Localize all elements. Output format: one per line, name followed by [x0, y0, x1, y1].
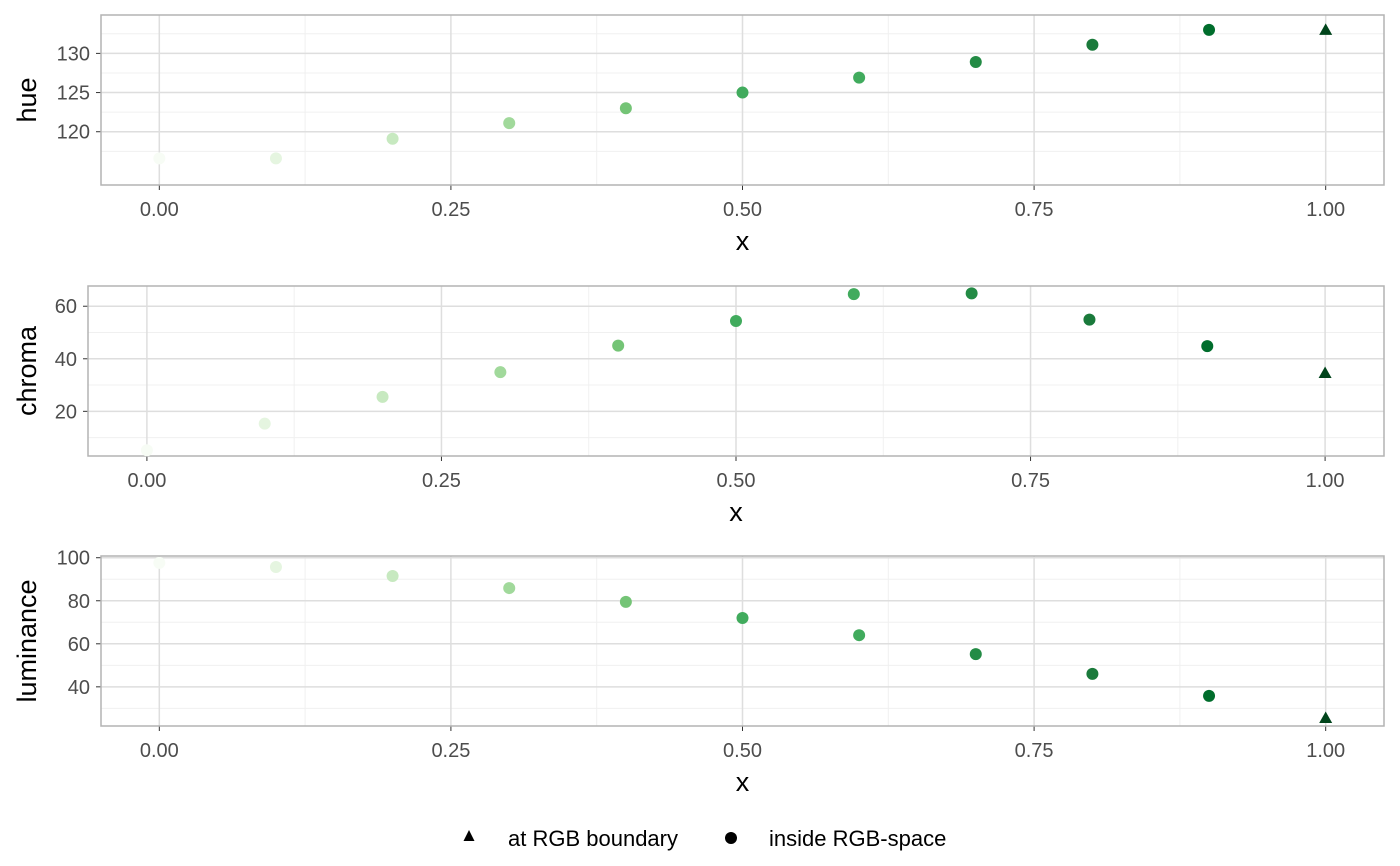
data-point — [1083, 313, 1096, 326]
legend-label-rgb-boundary: at RGB boundary — [508, 826, 678, 851]
x-tick-label: 0.25 — [431, 199, 470, 221]
panel-chroma: 0.00 0.25 0.50 0.75 1.00 20 40 60 x chroma — [12, 285, 1385, 527]
y-tick-label: 40 — [68, 677, 90, 699]
x-axis-title: x — [729, 497, 743, 527]
x-tick-label: 1.00 — [1306, 470, 1345, 492]
panel-border — [87, 285, 1385, 457]
data-point — [1086, 38, 1099, 51]
data-point — [258, 417, 271, 430]
panel-border — [100, 555, 1385, 727]
y-axis-title: luminance — [12, 579, 42, 702]
x-tick-label: 0.00 — [140, 199, 179, 221]
y-axis-title: hue — [12, 77, 42, 122]
y-tick-label: 60 — [55, 296, 77, 318]
x-tick-label: 0.75 — [1011, 470, 1050, 492]
x-axis-title: x — [736, 226, 750, 256]
y-tick-label: 80 — [68, 591, 90, 613]
y-tick-label: 120 — [57, 122, 90, 144]
x-tick-label: 1.00 — [1306, 199, 1345, 221]
data-point — [140, 444, 153, 457]
data-point-triangle — [1319, 23, 1333, 35]
data-point — [969, 56, 982, 69]
data-point — [386, 132, 399, 145]
data-point — [269, 560, 282, 573]
data-point — [853, 629, 866, 642]
data-point — [612, 339, 625, 352]
data-point — [1086, 667, 1099, 680]
data-point — [736, 611, 749, 624]
data-point — [269, 152, 282, 165]
data-point — [969, 648, 982, 661]
y-axis-title: chroma — [12, 325, 42, 416]
y-tick-label: 125 — [57, 83, 90, 105]
data-point — [376, 390, 389, 403]
data-point-triangle — [1318, 366, 1332, 378]
data-point — [965, 287, 978, 300]
data-point — [386, 570, 399, 583]
y-tick-label: 40 — [55, 349, 77, 371]
data-point — [153, 152, 166, 165]
legend-circle-icon — [725, 832, 737, 844]
data-point — [1203, 689, 1216, 702]
data-point — [730, 314, 742, 327]
x-tick-label: 0.50 — [723, 199, 762, 221]
y-tick-label: 20 — [55, 401, 77, 423]
legend-triangle-icon — [463, 830, 475, 841]
x-tick-label: 0.00 — [127, 470, 166, 492]
data-point — [847, 288, 860, 301]
data-point — [853, 71, 866, 84]
panel-luminance: 0.00 0.25 0.50 0.75 1.00 40 60 80 100 x luminance — [12, 548, 1385, 797]
data-point — [736, 86, 749, 99]
x-axis-title: x — [736, 767, 750, 797]
x-tick-label: 0.75 — [1015, 199, 1054, 221]
x-tick-label: 0.25 — [431, 740, 470, 762]
y-tick-label: 130 — [57, 43, 90, 65]
panel-border — [100, 14, 1385, 186]
x-tick-label: 1.00 — [1306, 740, 1345, 762]
data-point — [619, 595, 632, 608]
data-point — [153, 556, 166, 569]
x-tick-label: 0.50 — [717, 470, 756, 492]
data-point — [494, 366, 507, 379]
x-tick-label: 0.00 — [140, 740, 179, 762]
data-point — [1201, 340, 1214, 353]
y-tick-label: 60 — [68, 634, 90, 656]
x-tick-label: 0.75 — [1015, 740, 1054, 762]
data-point — [503, 117, 516, 130]
panel-hue: 0.00 0.25 0.50 0.75 1.00 120 125 130 x hue — [12, 14, 1385, 256]
data-point — [619, 102, 632, 115]
x-tick-label: 0.50 — [723, 740, 762, 762]
y-tick-label: 100 — [57, 548, 90, 570]
legend-label-inside-rgb: inside RGB-space — [769, 826, 946, 851]
data-point-triangle — [1319, 711, 1333, 724]
data-point — [503, 582, 516, 595]
data-point — [1203, 23, 1216, 36]
x-tick-label: 0.25 — [422, 470, 461, 492]
legend: at RGB boundary inside RGB-space — [463, 826, 946, 851]
